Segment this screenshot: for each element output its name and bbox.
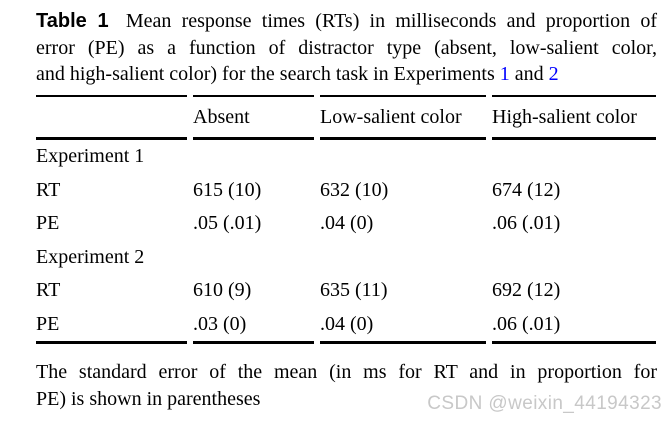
csdn-watermark: CSDN @weixin_44194323 xyxy=(427,393,662,414)
caption-text-3: and high-salient color) for the search t… xyxy=(36,63,495,85)
cell-exp2-rt-absent: 610 (9) xyxy=(193,279,252,302)
caption-line-3: and high-salient color) for the search t… xyxy=(36,61,657,88)
caption-conjunction: and xyxy=(514,63,544,85)
table-rule-segment xyxy=(320,137,486,140)
empty-cell xyxy=(193,241,314,275)
row-label-pe: PE xyxy=(36,312,60,335)
table-rule-segment xyxy=(193,95,314,97)
cell-exp1-pe-low-salient: .04 (0) xyxy=(320,212,374,235)
table-rule-segment xyxy=(320,341,486,344)
row-label-rt: RT xyxy=(36,279,61,302)
column-header-empty xyxy=(36,97,187,137)
table-rule-segment xyxy=(492,137,656,140)
table-rule-segment xyxy=(193,341,314,344)
cell-exp1-rt-absent: 615 (10) xyxy=(193,178,262,201)
footnote-line-1: The standard error of the mean (in ms fo… xyxy=(36,361,657,383)
table-rule-segment xyxy=(193,137,314,140)
experiment-2-link[interactable]: 2 xyxy=(548,63,559,85)
empty-cell xyxy=(320,241,486,275)
empty-cell xyxy=(193,140,314,174)
empty-cell xyxy=(492,241,656,275)
table-rule-segment xyxy=(320,95,486,97)
experiment-1-link[interactable]: 1 xyxy=(499,63,510,85)
row-label-rt: RT xyxy=(36,178,61,201)
caption-text-2: error (PE) as a function of distractor t… xyxy=(36,36,657,59)
section-title-experiment-2: Experiment 2 xyxy=(36,245,145,268)
section-title-experiment-1: Experiment 1 xyxy=(36,145,145,168)
column-header-high-salient: High-salient color xyxy=(492,105,637,128)
row-label-pe: PE xyxy=(36,212,60,235)
cell-exp1-rt-high-salient: 674 (12) xyxy=(492,178,561,201)
cell-exp1-rt-low-salient: 632 (10) xyxy=(320,178,389,201)
cell-exp2-pe-high-salient: .06 (.01) xyxy=(492,312,561,335)
cell-exp2-rt-high-salient: 692 (12) xyxy=(492,279,561,302)
cell-exp1-pe-high-salient: .06 (.01) xyxy=(492,212,561,235)
table-rule-segment xyxy=(492,341,656,344)
caption-line-2: error (PE) as a function of distractor t… xyxy=(36,35,657,62)
caption-text-1: Mean response times (RTs) in millisecond… xyxy=(125,10,657,32)
caption-line-1: Table 1 Mean response times (RTs) in mil… xyxy=(36,8,657,35)
footnote-line-2: PE) is shown in parentheses xyxy=(36,388,261,410)
table-rule-segment xyxy=(36,341,187,344)
empty-cell xyxy=(320,140,486,174)
cell-exp1-pe-absent: .05 (.01) xyxy=(193,212,262,235)
results-table: Absent Low-salient color High-salient co… xyxy=(36,95,656,344)
cell-exp2-pe-low-salient: .04 (0) xyxy=(320,312,374,335)
cell-exp2-pe-absent: .03 (0) xyxy=(193,312,247,335)
empty-cell xyxy=(492,140,656,174)
table-rule-segment xyxy=(492,95,656,97)
cell-exp2-rt-low-salient: 635 (11) xyxy=(320,279,388,302)
table-rule-segment xyxy=(36,137,187,140)
column-header-absent: Absent xyxy=(193,105,250,128)
table-rule-segment xyxy=(36,95,187,97)
column-header-low-salient: Low-salient color xyxy=(320,105,462,128)
table-footnote: The standard error of the mean (in ms fo… xyxy=(36,359,657,413)
table-number-label: Table 1 xyxy=(36,10,109,32)
table-caption: Table 1 Mean response times (RTs) in mil… xyxy=(36,8,657,88)
